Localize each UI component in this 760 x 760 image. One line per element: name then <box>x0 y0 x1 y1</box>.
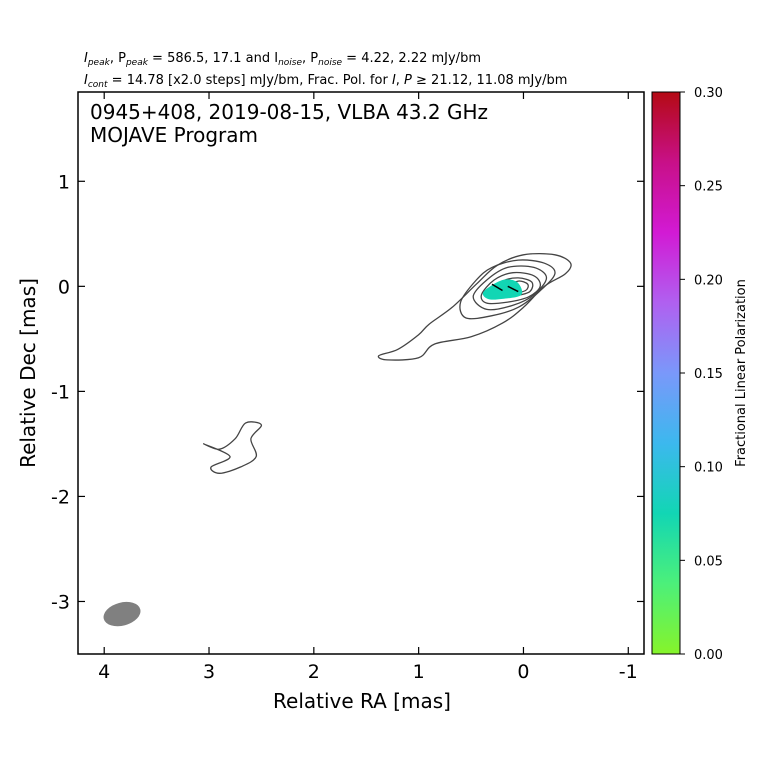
y-tick-label: -2 <box>51 486 70 508</box>
evpa-vector <box>491 283 503 292</box>
y-tick-label: 1 <box>58 171 70 193</box>
colorbar-tick-label: 0.15 <box>694 367 723 382</box>
x-tick-label: 2 <box>308 661 320 683</box>
beam-ellipse <box>103 601 141 627</box>
plot-area <box>103 252 572 627</box>
x-tick-label: 1 <box>413 661 425 683</box>
y-axis-ticks: 1 0 -1 -2 -3 <box>51 171 644 613</box>
x-tick-label: 0 <box>517 661 529 683</box>
colorbar-tick-label: 0.30 <box>694 86 723 101</box>
colorbar-ticks: 0.00 0.05 0.10 0.15 0.20 0.25 0.30 <box>680 86 723 663</box>
y-axis-label: Relative Dec [mas] <box>16 278 40 468</box>
colorbar-label: Fractional Linear Polarization <box>734 279 749 467</box>
y-tick-label: -1 <box>51 381 70 403</box>
plot-frame <box>77 91 645 655</box>
colorbar <box>651 91 681 655</box>
header-line-2: Icont = 14.78 [x2.0 steps] mJy/bm, Frac.… <box>84 73 567 90</box>
contour-line <box>377 252 572 361</box>
chart-subtitle: MOJAVE Program <box>90 123 258 147</box>
contour-line <box>480 271 542 305</box>
x-axis-ticks: 4 3 2 1 0 -1 <box>98 92 638 683</box>
y-tick-label: -3 <box>51 591 70 613</box>
contour-line <box>459 259 556 320</box>
x-axis-label: Relative RA [mas] <box>273 689 451 713</box>
colorbar-tick-label: 0.00 <box>694 648 723 663</box>
beam-layer <box>103 601 141 627</box>
colorbar-tick-label: 0.20 <box>694 273 723 288</box>
header-line-1: Ipeak, Ppeak = 586.5, 17.1 and Inoise, P… <box>84 51 481 68</box>
y-tick-label: 0 <box>58 276 70 298</box>
colorbar-tick-label: 0.25 <box>694 180 723 195</box>
colorbar-tick-label: 0.10 <box>694 461 723 476</box>
polarization-layer <box>482 279 523 300</box>
chart-title: 0945+408, 2019-08-15, VLBA 43.2 GHz <box>90 100 488 124</box>
x-tick-label: 4 <box>98 661 110 683</box>
evpa-vector-layer <box>491 283 519 293</box>
polarization-patch <box>482 279 523 300</box>
contour-line <box>472 265 548 311</box>
x-tick-label: 3 <box>203 661 215 683</box>
contour-layer <box>203 252 572 474</box>
x-tick-label: -1 <box>619 661 638 683</box>
contour-line <box>203 421 263 474</box>
evpa-vector <box>507 285 519 293</box>
colorbar-tick-label: 0.05 <box>694 554 723 569</box>
